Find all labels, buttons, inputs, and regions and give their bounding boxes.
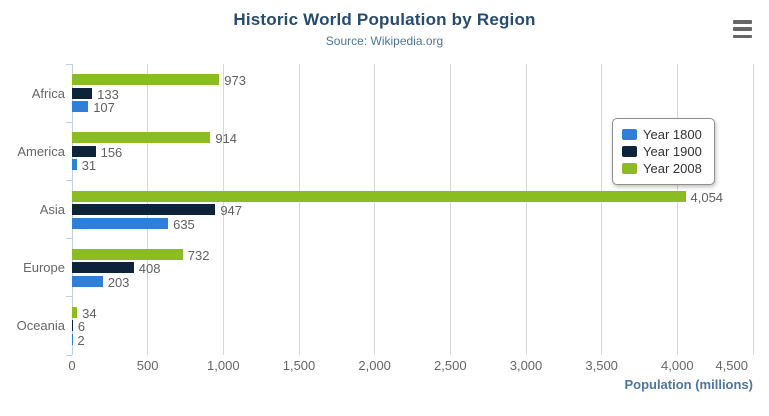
bar-value-label: 34 (82, 305, 97, 321)
category-label: Oceania (16, 318, 65, 334)
category-label: Africa (31, 85, 65, 101)
chart-title: Historic World Population by Region (233, 10, 536, 29)
category-label: America (17, 143, 65, 159)
legend-swatch-icon (622, 163, 637, 174)
category-axis-tick (66, 63, 72, 65)
gridline (525, 64, 527, 355)
bar-value-label: 156 (100, 144, 123, 160)
x-tick-label: 4,500 (715, 358, 748, 373)
bar-year-2008-oceania[interactable] (72, 306, 78, 318)
hamburger-menu-icon (732, 20, 752, 24)
x-tick-label: 4,000 (661, 358, 694, 373)
x-tick-label: 1,500 (282, 358, 316, 373)
bar-value-label: 6 (77, 319, 86, 335)
gridline (601, 64, 603, 355)
category-label: Asia (39, 202, 65, 217)
x-tick-label: 1,000 (207, 358, 240, 373)
legend-swatch-icon (622, 129, 637, 140)
bar-year-2008-africa[interactable] (72, 74, 220, 86)
bar-value-label: 107 (93, 100, 115, 116)
bar-value-label: 133 (97, 86, 119, 102)
bar-value-label: 947 (220, 203, 243, 218)
bar-value-label: 914 (215, 131, 238, 147)
bar-year-1800-asia[interactable] (72, 217, 169, 229)
bar-value-label: 2 (77, 332, 85, 348)
x-axis-title: Population (millions) (624, 377, 753, 392)
category-label: Europe (23, 260, 65, 276)
hamburger-menu-icon (732, 34, 752, 38)
category-axis-tick (66, 354, 72, 356)
bar-year-1800-africa[interactable] (72, 101, 89, 113)
category-axis-tick (66, 179, 72, 181)
bar-year-1800-america[interactable] (72, 159, 77, 171)
category-axis-tick (66, 121, 72, 123)
bar-year-1900-asia[interactable] (72, 204, 216, 215)
bar-year-1900-europe[interactable] (72, 262, 134, 274)
legend-item-year-1800[interactable]: Year 1800 (622, 126, 702, 143)
bar-year-2008-europe[interactable] (72, 248, 183, 260)
x-tick-label: 2,000 (358, 358, 391, 373)
gridline (374, 64, 376, 355)
bar-value-label: 31 (81, 158, 97, 174)
x-tick-label: 3,500 (585, 358, 618, 373)
export-menu-button[interactable] (731, 20, 753, 38)
x-tick-label: 500 (136, 358, 159, 373)
legend-swatch-icon (622, 146, 637, 157)
x-tick-label: 3,000 (509, 358, 543, 373)
bar-year-1900-oceania[interactable] (72, 320, 73, 332)
bar-value-label: 732 (187, 247, 210, 263)
bar-value-label: 4,054 (690, 189, 724, 205)
legend-item-label: Year 2008 (643, 160, 702, 176)
x-tick-label: 2,500 (434, 358, 467, 373)
legend-item-label: Year 1800 (643, 126, 702, 142)
legend-item-label: Year 1900 (643, 143, 702, 159)
gridline (298, 64, 300, 355)
bar-value-label: 973 (224, 73, 246, 89)
category-axis-tick (66, 296, 72, 298)
hamburger-menu-icon (732, 27, 752, 31)
bar-value-label: 635 (173, 216, 195, 232)
category-axis-tick (66, 238, 72, 240)
bar-year-1800-europe[interactable] (72, 275, 103, 287)
bar-year-1900-africa[interactable] (72, 87, 93, 99)
gridline (449, 64, 451, 355)
bar-year-2008-asia[interactable] (72, 190, 686, 202)
gridline (676, 64, 678, 355)
legend: Year 1800 Year 1900 Year 2008 (612, 118, 715, 185)
bar-value-label: 203 (107, 274, 130, 290)
gridline (752, 64, 754, 355)
legend-item-year-1900[interactable]: Year 1900 (622, 143, 702, 160)
chart-subtitle: Source: Wikipedia.org (325, 34, 444, 48)
bar-year-2008-america[interactable] (72, 132, 211, 144)
bar-value-label: 408 (138, 261, 161, 277)
gridline (222, 64, 224, 355)
x-tick-label: 0 (68, 358, 76, 373)
bar-year-1900-america[interactable] (72, 145, 96, 157)
legend-item-year-2008[interactable]: Year 2008 (622, 160, 702, 177)
